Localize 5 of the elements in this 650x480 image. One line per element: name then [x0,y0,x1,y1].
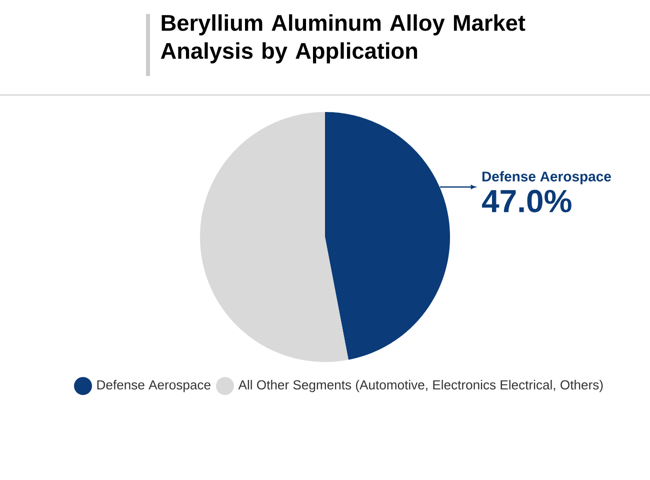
legend-label: Defense Aerospace [482,171,611,184]
chart-title: Beryllium Aluminum Alloy Market Analysis by Application [160,14,526,64]
category-label: Defense Aerospace [97,380,210,392]
data-label: 47.0% [482,190,572,212]
legend-label: All Other Segments (Automotive, Electronics Electrical, Others) [238,380,603,392]
